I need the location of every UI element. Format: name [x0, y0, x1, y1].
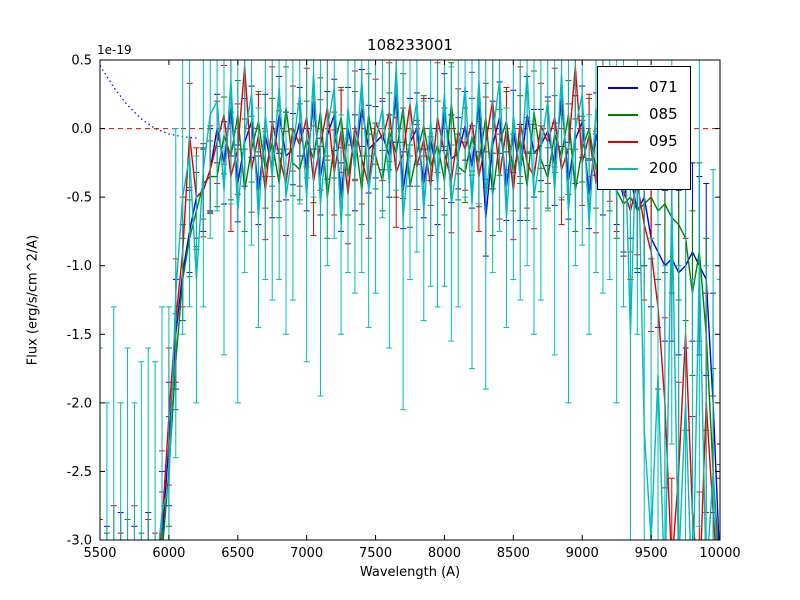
plot-title: 108233001: [367, 36, 453, 54]
x-tick-label: 9500: [635, 546, 668, 561]
y-axis-label: Flux (erg/s/cm^2/A): [25, 234, 41, 366]
x-tick-label: 5500: [83, 546, 116, 561]
x-tick-label: 7000: [290, 546, 323, 561]
y-tick-labels: 0.5 0.0 -0.5 -1.0 -1.5 -2.0 -2.5 -3.0: [67, 54, 92, 549]
legend-label: 071: [649, 78, 678, 96]
y-tick-label: 0.5: [71, 54, 92, 69]
legend-line-sample: [608, 86, 638, 89]
y-tick-label: -1.0: [67, 259, 92, 274]
y-tick-label: -3.0: [67, 534, 92, 549]
legend-line-sample: [608, 167, 638, 170]
axis-ticks: [99, 59, 721, 541]
x-tick-labels: 5500 6000 6500 7000 7500 8000 8500 9000 9500 1000…: [83, 546, 740, 561]
x-tick-label: 9000: [566, 546, 599, 561]
legend-label: 085: [649, 105, 678, 123]
plot-data-area: [100, 60, 720, 540]
legend-line-sample: [608, 140, 638, 143]
x-tick-label: 8500: [497, 546, 530, 561]
x-tick-label: 8000: [428, 546, 461, 561]
legend-label: 200: [649, 159, 678, 177]
x-tick-label: 10000: [699, 546, 740, 561]
x-tick-label: 6500: [221, 546, 254, 561]
x-axis-label: Wavelength (A): [359, 565, 461, 580]
y-tick-label: -2.5: [67, 465, 92, 480]
y-axis-offset-label: 1e-19: [97, 43, 132, 57]
legend: 071 085 095 200: [597, 66, 691, 190]
legend-item-200: 200: [608, 155, 678, 182]
axes-frame: [99, 59, 721, 541]
series-line-200: [158, 66, 717, 540]
y-tick-label: -2.0: [67, 396, 92, 411]
legend-item-095: 095: [608, 128, 678, 155]
y-tick-label: -1.5: [67, 328, 92, 343]
legend-line-sample: [608, 113, 638, 116]
legend-label: 095: [649, 132, 678, 150]
x-tick-label: 6000: [152, 546, 185, 561]
x-tick-label: 7500: [359, 546, 392, 561]
legend-item-071: 071: [608, 74, 678, 101]
y-tick-label: 0.0: [71, 122, 92, 137]
legend-item-085: 085: [608, 101, 678, 128]
y-tick-label: -0.5: [67, 191, 92, 206]
